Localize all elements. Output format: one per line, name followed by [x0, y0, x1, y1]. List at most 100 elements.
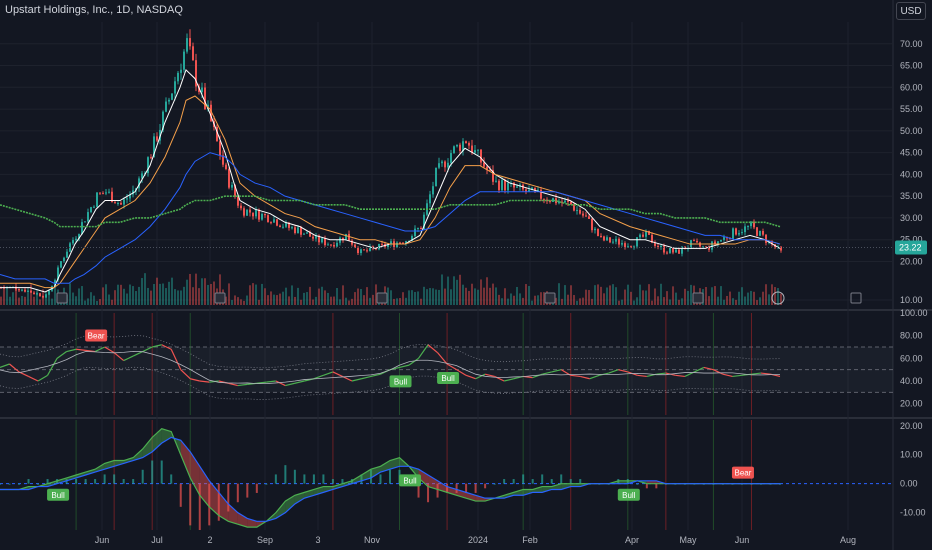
volume-bar [762, 292, 764, 305]
volume-bar [210, 284, 212, 305]
y-tick-label: 60.00 [900, 353, 923, 363]
volume-bar [681, 298, 683, 305]
volume-bar [336, 288, 338, 305]
candle-body [258, 210, 260, 220]
x-tick-label: May [679, 535, 697, 545]
volume-bar [249, 285, 251, 305]
volume-bar [663, 297, 665, 305]
volume-bar [120, 285, 122, 305]
candle-body [435, 168, 437, 186]
volume-bar [294, 297, 296, 305]
currency-button[interactable]: USD [896, 2, 926, 20]
volume-bar [690, 285, 692, 305]
signal-label: Bear [88, 332, 105, 341]
x-tick-label: Jun [95, 535, 110, 545]
volume-bar [459, 275, 461, 305]
candle-body [120, 203, 122, 205]
volume-bar [21, 296, 23, 305]
volume-bar [474, 288, 476, 305]
volume-bar [390, 290, 392, 305]
earnings-marker[interactable] [545, 293, 555, 303]
signal-label: Bull [441, 374, 455, 383]
macd-histogram-bar [541, 474, 543, 483]
volume-bar [720, 286, 722, 305]
volume-bar [108, 295, 110, 305]
candle-body [417, 228, 419, 229]
candle-body [63, 258, 65, 261]
candle-body [459, 145, 461, 151]
candle-body [765, 235, 767, 243]
volume-bar [411, 290, 413, 305]
volume-bar [327, 293, 329, 305]
macd-histogram-bar [104, 474, 106, 483]
volume-bar [510, 293, 512, 305]
candle-body [507, 183, 509, 190]
volume-bar [618, 301, 620, 305]
macd-histogram-bar [646, 484, 648, 489]
macd-histogram-bar [113, 474, 115, 483]
volume-bar [519, 293, 521, 305]
volume-bar [726, 296, 728, 305]
volume-bar [312, 299, 314, 305]
candle-body [303, 234, 305, 235]
volume-bar [429, 288, 431, 305]
volume-bar [201, 278, 203, 305]
volume-bar [534, 296, 536, 305]
candle-body [597, 229, 599, 236]
volume-bar [741, 287, 743, 305]
y-tick-label: 55.00 [900, 104, 923, 114]
volume-bar [576, 301, 578, 305]
candle-body [711, 242, 713, 250]
macd-histogram-bar [389, 470, 391, 484]
macd-histogram-bar [246, 484, 248, 498]
volume-bar [492, 284, 494, 305]
x-tick-label: Aug [840, 535, 856, 545]
volume-bar [732, 298, 734, 305]
earnings-marker[interactable] [215, 293, 225, 303]
candle-body [231, 185, 233, 188]
y-tick-label: 10.00 [900, 295, 923, 305]
candle-body [468, 143, 470, 146]
candle-body [639, 235, 641, 238]
volume-bar [159, 284, 161, 305]
volume-bar [672, 286, 674, 305]
earnings-marker[interactable] [693, 293, 703, 303]
volume-bar [405, 298, 407, 305]
candle-body [165, 102, 167, 112]
y-tick-label: 40.00 [900, 376, 923, 386]
y-tick-label: 35.00 [900, 191, 923, 201]
volume-bar [462, 285, 464, 305]
macd-histogram-bar [28, 479, 30, 484]
candle-body [474, 150, 476, 152]
candle-body [381, 244, 383, 245]
volume-bar [156, 278, 158, 305]
volume-bar [348, 301, 350, 305]
volume-bar [9, 297, 11, 305]
candle-body [693, 240, 695, 241]
x-tick-label: Feb [522, 535, 538, 545]
volume-bar [351, 299, 353, 305]
volume-bar [186, 280, 188, 305]
volume-bar [399, 298, 401, 305]
volume-bar [738, 292, 740, 305]
volume-bar [657, 296, 659, 305]
y-tick-label: 30.00 [900, 213, 923, 223]
y-tick-label: 70.00 [900, 39, 923, 49]
earnings-marker[interactable] [377, 293, 387, 303]
volume-bar [234, 295, 236, 305]
volume-bar [489, 288, 491, 305]
candle-body [606, 237, 608, 240]
candle-body [396, 243, 398, 247]
volume-bar [261, 284, 263, 305]
candle-body [219, 141, 221, 155]
earnings-marker[interactable] [57, 293, 67, 303]
volume-bar [228, 283, 230, 305]
volume-bar [687, 291, 689, 305]
volume-bar [198, 288, 200, 305]
volume-bar [12, 292, 14, 305]
volume-bar [750, 291, 752, 305]
volume-bar [318, 289, 320, 305]
candle-body [327, 244, 329, 245]
volume-bar [132, 286, 134, 305]
earnings-marker[interactable] [851, 293, 861, 303]
